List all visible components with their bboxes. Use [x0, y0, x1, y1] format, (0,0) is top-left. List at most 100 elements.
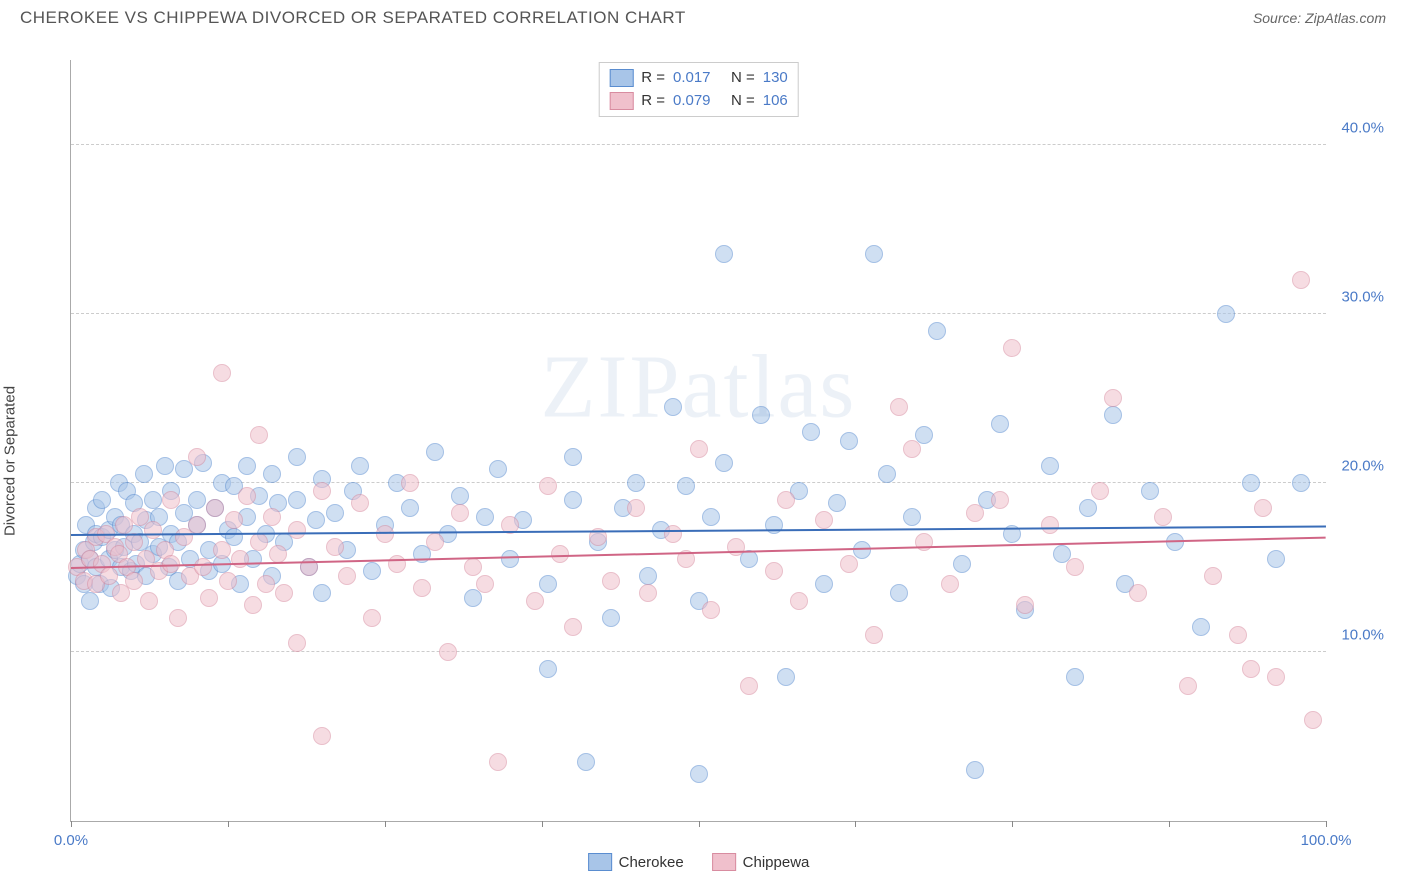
scatter-point — [451, 487, 469, 505]
scatter-point — [125, 533, 143, 551]
scatter-point — [1254, 499, 1272, 517]
scatter-point — [363, 562, 381, 580]
scatter-point — [677, 477, 695, 495]
scatter-point — [991, 415, 1009, 433]
scatter-point — [388, 555, 406, 573]
scatter-point — [715, 245, 733, 263]
scatter-point — [476, 508, 494, 526]
scatter-point — [865, 626, 883, 644]
scatter-point — [539, 660, 557, 678]
scatter-point — [1267, 668, 1285, 686]
gridline — [71, 482, 1326, 483]
scatter-point — [194, 558, 212, 576]
legend-swatch — [609, 69, 633, 87]
n-value: 130 — [763, 67, 788, 90]
scatter-point — [526, 592, 544, 610]
scatter-point — [489, 753, 507, 771]
scatter-point — [715, 454, 733, 472]
scatter-point — [1041, 516, 1059, 534]
scatter-point — [125, 572, 143, 590]
x-tick — [542, 821, 543, 827]
scatter-point — [966, 504, 984, 522]
scatter-point — [1179, 677, 1197, 695]
scatter-point — [815, 575, 833, 593]
scatter-point — [602, 572, 620, 590]
scatter-point — [263, 508, 281, 526]
scatter-point — [564, 491, 582, 509]
scatter-point — [250, 426, 268, 444]
scatter-point — [238, 457, 256, 475]
x-tick — [385, 821, 386, 827]
scatter-point — [1066, 668, 1084, 686]
scatter-point — [1204, 567, 1222, 585]
scatter-point — [752, 406, 770, 424]
scatter-point — [878, 465, 896, 483]
gridline — [71, 313, 1326, 314]
scatter-point — [1217, 305, 1235, 323]
scatter-point — [890, 398, 908, 416]
scatter-point — [313, 584, 331, 602]
legend-label: Cherokee — [619, 854, 684, 871]
scatter-point — [140, 592, 158, 610]
scatter-point — [991, 491, 1009, 509]
scatter-point — [93, 491, 111, 509]
scatter-point — [1304, 711, 1322, 729]
scatter-point — [664, 398, 682, 416]
r-value: 0.079 — [673, 90, 723, 113]
y-tick-label: 10.0% — [1341, 626, 1384, 643]
scatter-point — [840, 555, 858, 573]
scatter-point — [966, 761, 984, 779]
scatter-point — [953, 555, 971, 573]
scatter-point — [840, 432, 858, 450]
scatter-point — [206, 499, 224, 517]
scatter-point — [326, 538, 344, 556]
scatter-point — [1192, 618, 1210, 636]
scatter-point — [1141, 482, 1159, 500]
scatter-point — [639, 584, 657, 602]
scatter-point — [802, 423, 820, 441]
scatter-point — [288, 491, 306, 509]
scatter-point — [627, 474, 645, 492]
scatter-point — [1104, 406, 1122, 424]
scatter-point — [1292, 474, 1310, 492]
scatter-point — [1129, 584, 1147, 602]
scatter-point — [200, 589, 218, 607]
scatter-point — [100, 567, 118, 585]
scatter-point — [115, 516, 133, 534]
scatter-point — [225, 511, 243, 529]
scatter-point — [426, 443, 444, 461]
scatter-point — [564, 448, 582, 466]
scatter-point — [426, 533, 444, 551]
scatter-point — [690, 765, 708, 783]
scatter-point — [1267, 550, 1285, 568]
scatter-point — [727, 538, 745, 556]
scatter-point — [451, 504, 469, 522]
scatter-point — [1242, 660, 1260, 678]
scatter-point — [275, 584, 293, 602]
scatter-point — [740, 677, 758, 695]
scatter-point — [464, 558, 482, 576]
scatter-point — [213, 541, 231, 559]
x-tick — [855, 821, 856, 827]
scatter-point — [144, 491, 162, 509]
scatter-point — [815, 511, 833, 529]
scatter-point — [1292, 271, 1310, 289]
scatter-point — [627, 499, 645, 517]
source-name[interactable]: ZipAtlas.com — [1305, 10, 1386, 26]
scatter-point — [156, 457, 174, 475]
x-tick — [1012, 821, 1013, 827]
r-value: 0.017 — [673, 67, 723, 90]
scatter-point — [702, 601, 720, 619]
scatter-point — [326, 504, 344, 522]
n-value: 106 — [763, 90, 788, 113]
scatter-point — [238, 487, 256, 505]
scatter-point — [439, 643, 457, 661]
y-tick-label: 20.0% — [1341, 457, 1384, 474]
scatter-point — [288, 634, 306, 652]
scatter-point — [351, 457, 369, 475]
scatter-point — [250, 533, 268, 551]
n-label: N = — [731, 90, 755, 113]
x-tick — [71, 821, 72, 827]
scatter-point — [1154, 508, 1172, 526]
scatter-point — [765, 562, 783, 580]
